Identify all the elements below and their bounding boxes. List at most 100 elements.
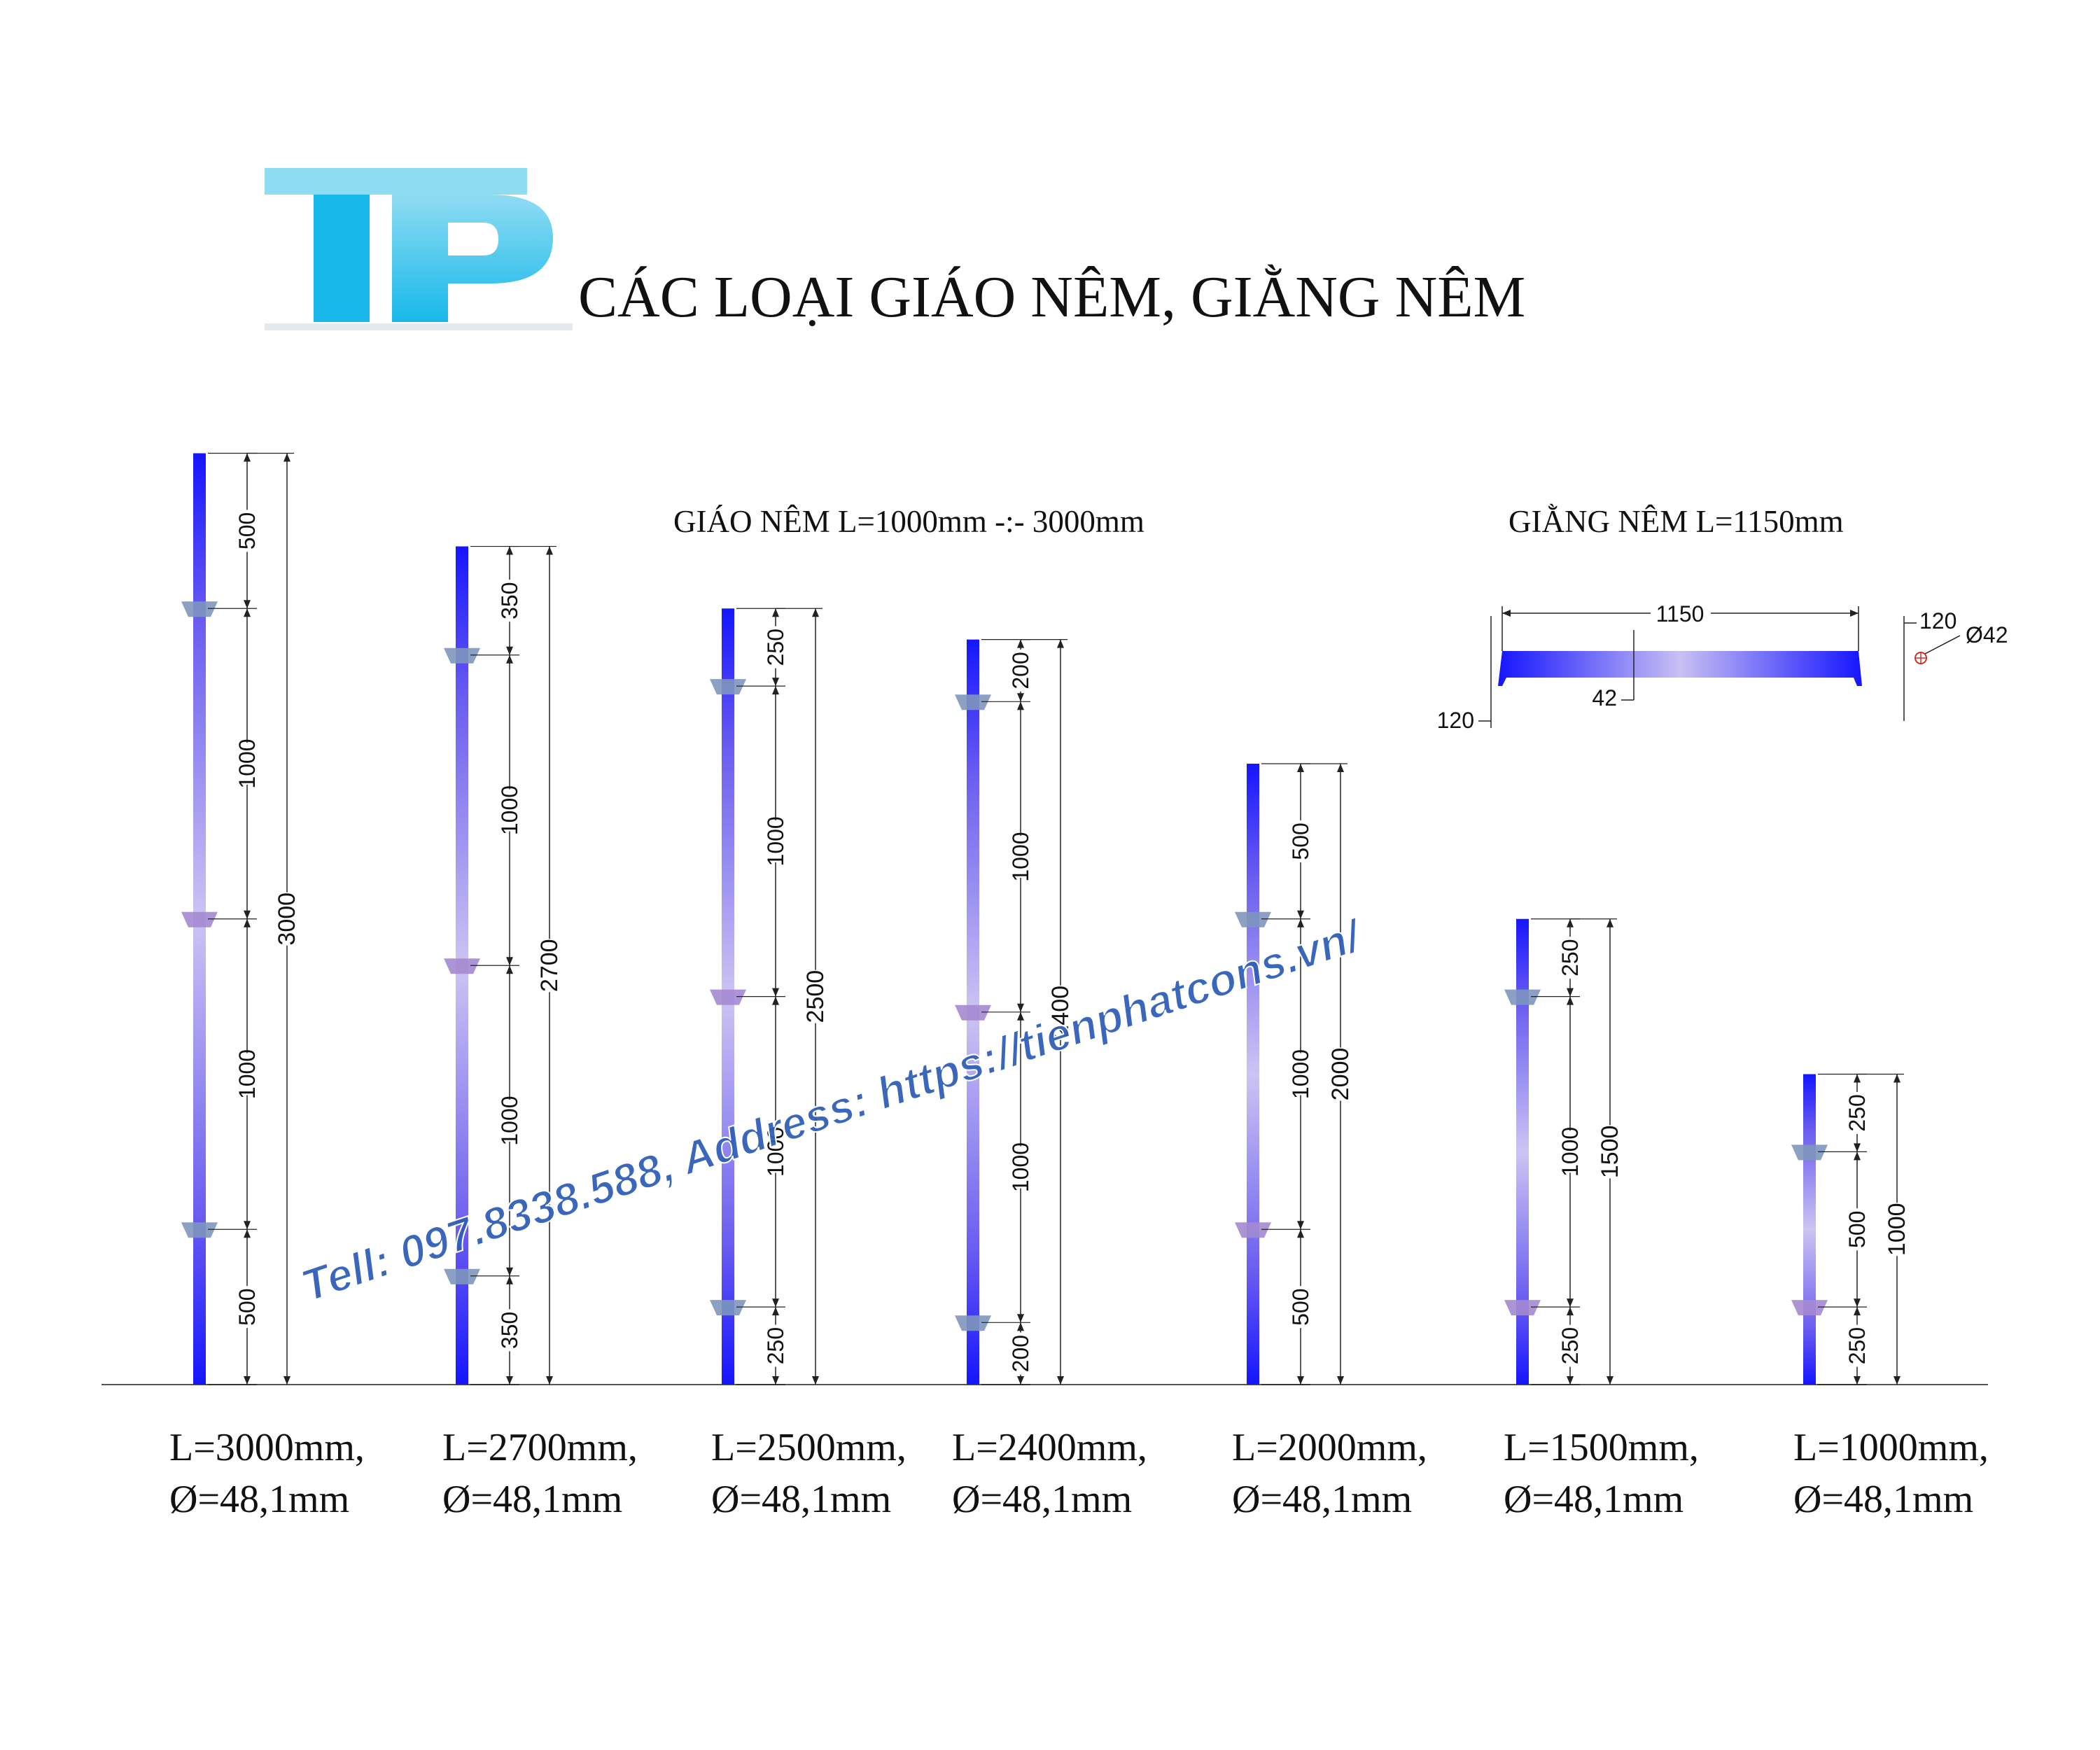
segment-arrows [1854,1307,1861,1385]
brace-bar [1498,651,1862,686]
brace-section-leader [1924,635,1961,654]
segment-arrows [1567,918,1574,997]
segment-label: 1000 [497,1096,522,1145]
segment-label-bg [500,1309,519,1352]
page-title: CÁC LOẠI GIÁO NÊM, GIẰNG NÊM [578,263,1525,330]
segment-label: 350 [497,582,522,619]
wedge-cup [181,911,218,927]
wedge-cup [1235,911,1271,927]
segment-label: 500 [1288,1288,1313,1325]
segment-label: 250 [1844,1327,1870,1364]
post-L2700: 350 1000 1000 350 2700 [444,545,563,1385]
segment-label: 500 [1288,822,1313,860]
wedge-cup [1791,1144,1828,1161]
segment-label: 1000 [234,1049,260,1099]
wedge-cup [955,694,991,710]
segment-arrows [772,608,779,687]
wedge-cup [1504,1300,1541,1316]
caption-diameter: Ø=48,1mm [952,1478,1132,1521]
segment-label: 500 [1844,1211,1870,1248]
brace-hook-right-label: 120 [1919,608,1956,634]
total-length-label: 2500 [802,970,829,1023]
segment-arrows [1567,1307,1574,1385]
segment-label: 250 [1844,1094,1870,1131]
post-L1000: 250 500 250 1000 [1791,1073,1910,1385]
segment-label-bg [237,1286,257,1329]
post-pipe [1803,1074,1816,1385]
wedge-cup [181,1222,218,1238]
segment-label: 350 [497,1312,522,1349]
segment-label: 200 [1008,1335,1033,1372]
segment-label-bg [1847,1208,1867,1251]
segment-label-bg [1291,1286,1310,1329]
wedge-cup [955,1315,991,1331]
segment-label: 1000 [1008,832,1033,881]
section-label-gia-nem: GIÁO NÊM L=1000mm -:- 3000mm [673,504,1144,539]
caption-diameter: Ø=48,1mm [169,1478,349,1521]
segment-label-bg [1291,820,1310,862]
caption-length: L=2000mm, [1232,1426,1427,1469]
caption-diameter: Ø=48,1mm [442,1478,622,1521]
segment-arrows [1854,1074,1861,1152]
post-L2500: 250 1000 1000 250 2500 [710,608,829,1385]
segment-label-bg [1847,1324,1867,1367]
caption-length: L=2500mm, [711,1426,906,1469]
logo-t-stem [314,195,370,322]
segment-label: 1000 [234,738,260,788]
segment-label-bg [766,820,785,862]
segment-label-bg [1011,1332,1030,1375]
wedge-cup [1235,1222,1271,1238]
logo-t-bar [265,168,527,195]
wedge-cup [444,648,480,664]
segment-label: 1000 [497,785,522,835]
brace-length-label: 1150 [1656,601,1704,626]
segment-label-bg [500,789,519,832]
captions-group: L=3000mm, Ø=48,1mm L=2700mm, Ø=48,1mm L=2500… [169,1426,1989,1521]
total-label-bg [1887,1203,1907,1256]
segment-label: 1000 [763,1127,788,1177]
total-length-label: 2000 [1327,1048,1354,1101]
caption-length: L=1500mm, [1504,1426,1699,1469]
total-length-label: 1500 [1597,1126,1623,1179]
wedge-cup [1791,1300,1828,1316]
segment-label: 1000 [1008,1142,1033,1192]
caption-length: L=1000mm, [1793,1426,1989,1469]
brace-hook-left-label: 120 [1437,708,1474,733]
segment-label-bg [1011,1146,1030,1189]
segment-label-bg [1011,649,1030,692]
wedge-cup [1504,989,1541,1005]
total-length-label: 3000 [274,892,300,946]
post-L2400: 200 1000 1000 200 2400 [955,638,1074,1385]
total-label-bg [277,892,297,946]
segment-label-bg [500,580,519,622]
caption-length: L=2700mm, [442,1426,638,1469]
total-label-bg [806,969,825,1023]
posts-group: 500 1000 1000 500 3000 350 1000 1000 350 2700 250 1… [181,452,1910,1385]
brace-length-label-bg [1651,601,1711,624]
total-label-bg [1331,1047,1350,1101]
post-L2000: 500 1000 500 2000 [1235,763,1354,1385]
segment-label-bg [1011,836,1030,878]
logo-p-shape [392,195,553,322]
segment-label: 500 [234,1288,260,1325]
segment-label: 200 [1008,652,1033,689]
segment-label: 250 [1558,1327,1583,1364]
total-length-label: 1000 [1884,1203,1910,1256]
caption-diameter: Ø=48,1mm [1793,1478,1973,1521]
segment-label: 1000 [1558,1127,1583,1177]
segment-label-bg [766,626,785,668]
caption-diameter: Ø=48,1mm [711,1478,891,1521]
brace-drawing: 1150 42 120 120 Ø42 [1437,601,2008,733]
wedge-cup [710,1300,746,1316]
segment-label-bg [237,510,257,552]
caption-diameter: Ø=48,1mm [1504,1478,1684,1521]
company-logo [265,168,573,330]
wedge-cup [710,989,746,1005]
brace-section-label: Ø42 [1966,622,2008,648]
segment-label-bg [1291,1053,1310,1096]
post-pipe [1247,764,1259,1385]
caption-length: L=3000mm, [169,1426,365,1469]
segment-label-bg [237,743,257,785]
section-label-giang-nem: GIẰNG NÊM L=1150mm [1508,504,1844,539]
